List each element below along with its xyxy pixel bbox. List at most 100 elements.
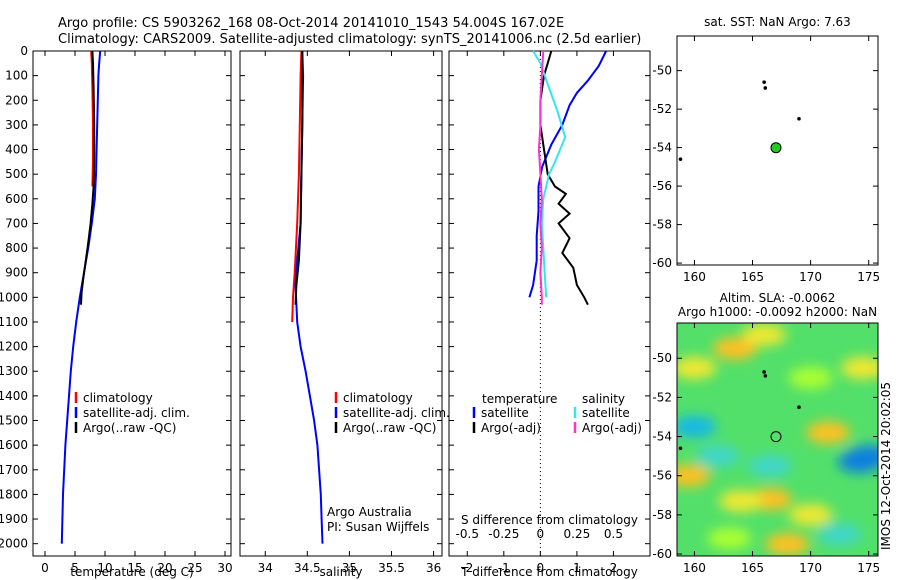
temperature-legend-label: satellite-adj. clim. <box>83 406 190 420</box>
sst-map-title: sat. SST: NaN Argo: 7.63 <box>704 15 851 29</box>
sla-map-frame <box>676 322 879 557</box>
salinity-x-tick-label: 36 <box>426 561 441 575</box>
difference-plot-frame <box>448 50 651 557</box>
sst-map-float-dot <box>678 157 683 161</box>
difference-S-tick-label: -0.5 <box>456 527 479 541</box>
salinity-panel: 34 34.5 35 35.5 36 climatologysatellite-adj. … <box>239 50 450 579</box>
sla-map-float-dot <box>678 446 683 451</box>
temperature-x-tick-label: 25 <box>187 561 202 575</box>
depth-tick-label: 1700 <box>0 463 28 477</box>
sla-map-y-tick-label: -54 <box>652 430 672 444</box>
sla-map-float-dot <box>763 374 768 378</box>
salinity-annotation-line2: PI: Susan Wijffels <box>327 520 429 534</box>
sla-map-x-tick-label: 170 <box>799 561 822 575</box>
sst-map-y-tick-label: -56 <box>652 179 672 193</box>
difference-T-x-tick-label: -1 <box>498 561 510 575</box>
salinity-legend-label: satellite-adj. clim. <box>343 406 450 420</box>
depth-tick-label: 1000 <box>0 290 28 304</box>
depth-tick-label: 1600 <box>0 438 28 452</box>
depth-tick-label: 600 <box>5 192 28 206</box>
sla-heatmap-cell <box>677 415 717 438</box>
sla-heatmap-cell <box>677 357 717 380</box>
difference-legend-T-label: satellite <box>481 406 529 420</box>
difference-legend-T-label: Argo(-adj) <box>481 421 541 435</box>
salinity-series-3 <box>294 51 304 305</box>
figure-title-line1: Argo profile: CS 5903262_168 08-Oct-2014… <box>58 16 564 31</box>
temperature-panel: 0100200300400500600700800900100011001200… <box>0 44 233 579</box>
sla-heatmap-cell <box>713 337 758 360</box>
sla-heatmap-cell <box>817 523 862 546</box>
sla-heatmap-cell <box>788 503 833 526</box>
salinity-x-tick-label: 34 <box>258 561 273 575</box>
temperature-x-tick-label: 15 <box>127 561 142 575</box>
temperature-x-tick-label: 30 <box>217 561 232 575</box>
depth-tick-label: 2000 <box>0 537 28 551</box>
sla-heatmap <box>677 323 878 556</box>
temperature-legend-label: Argo(..raw -QC) <box>83 421 176 435</box>
sla-map-y-tick-label: -56 <box>652 469 672 483</box>
difference-S-tick-label: 0 <box>537 527 545 541</box>
difference-S-tick-label: 0.5 <box>604 527 623 541</box>
sst-map-x-tick-label: 165 <box>741 270 764 284</box>
temperature-x-label: temperature (deg C) <box>70 565 193 579</box>
sla-heatmap-cell <box>765 533 810 556</box>
depth-tick-label: 900 <box>5 266 28 280</box>
sla-map-y-tick-label: -52 <box>652 390 672 404</box>
depth-tick-label: 1400 <box>0 389 28 403</box>
difference-T-series-1 <box>528 50 607 298</box>
depth-tick-label: 1800 <box>0 487 28 501</box>
sla-map-y-tick-label: -58 <box>652 508 672 522</box>
sst-map-y-tick-label: -60 <box>652 256 672 270</box>
sla-map-float-dot <box>762 370 766 374</box>
depth-tick-label: 800 <box>5 241 28 255</box>
salinity-legend-label: climatology <box>343 391 413 405</box>
salinity-x-label: salinity <box>319 565 362 579</box>
depth-tick-label: 200 <box>5 93 28 107</box>
sla-heatmap-cell <box>806 421 851 444</box>
sla-map-y-tick-label: -50 <box>652 351 672 365</box>
temperature-x-tick-label: 0 <box>41 561 49 575</box>
sla-map-x-tick-label: 165 <box>741 561 764 575</box>
sla-map-y-tick-label: -60 <box>652 547 672 561</box>
difference-legend-T-header: temperature <box>482 392 557 406</box>
difference-T-x-tick-label: 1 <box>573 561 581 575</box>
salinity-x-tick-label: 35.5 <box>378 561 405 575</box>
depth-tick-label: 400 <box>5 143 28 157</box>
sst-map-y-tick-label: -58 <box>652 218 672 232</box>
sla-heatmap-cell <box>742 323 787 346</box>
difference-legend-S-label: Argo(-adj) <box>582 421 642 435</box>
temperature-x-tick-label: 10 <box>97 561 112 575</box>
difference-T-x-tick-label: 2 <box>610 561 618 575</box>
sla-map-argo-marker <box>770 431 782 443</box>
difference-S-tick-label: 0.25 <box>564 527 591 541</box>
temperature-legend-label: climatology <box>83 391 153 405</box>
depth-tick-label: 0 <box>20 44 28 58</box>
sla-map-panel: -50 -52 -54 -56 -58 -60 160 165 170 175 Altim. SLA… <box>652 291 880 575</box>
sst-map-panel: -50 -52 -54 -56 -58 -60 160 165 170 175 sat. SST: … <box>652 15 880 284</box>
depth-tick-label: 100 <box>5 69 28 83</box>
difference-S-tick-label: -0.25 <box>488 527 519 541</box>
depth-tick-label: 1300 <box>0 364 28 378</box>
temperature-x-tick-label: 20 <box>157 561 172 575</box>
salinity-x-tick-label: 35 <box>342 561 357 575</box>
sla-map-x-tick-label: 175 <box>857 561 880 575</box>
temperature-series-1 <box>90 50 94 187</box>
difference-legend-S-label: satellite <box>582 406 630 420</box>
sst-map-float-dot <box>763 86 768 90</box>
sst-map-y-tick-label: -54 <box>652 141 672 155</box>
sla-heatmap-cell <box>695 445 740 468</box>
sla-heatmap-cell <box>707 527 752 550</box>
difference-panel: -2 -1 0 1 2 -0.5 -0.25 0 0.25 0.5S difference fro… <box>448 50 651 579</box>
temperature-plot-frame <box>32 50 232 557</box>
depth-tick-label: 300 <box>5 118 28 132</box>
sst-map-y-tick-label: -50 <box>652 64 672 78</box>
sla-map-float-dot <box>797 405 801 409</box>
difference-T-x-tick-label: -2 <box>461 561 473 575</box>
sla-heatmap-cell <box>837 451 878 474</box>
sla-heatmap-cell <box>718 490 763 513</box>
sla-map-x-tick-label: 160 <box>683 561 706 575</box>
difference-S-x-label: S difference from climatology <box>461 513 638 527</box>
sst-map-x-tick-label: 160 <box>683 270 706 284</box>
sst-map-x-tick-label: 170 <box>799 270 822 284</box>
